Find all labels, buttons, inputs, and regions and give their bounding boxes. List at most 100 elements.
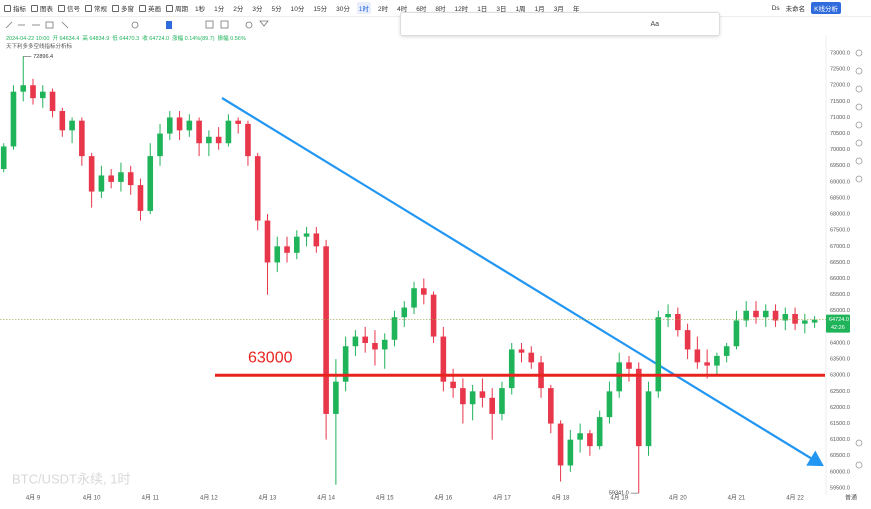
period[interactable]: 2时 <box>377 6 389 13</box>
candle-body <box>147 156 154 211</box>
y-tick-label: 61000.0 <box>830 437 850 443</box>
y-tick-label: 69000.0 <box>830 179 850 185</box>
menu-label: 信号 <box>67 6 80 13</box>
menu-item[interactable]: 多窗 <box>112 3 134 13</box>
candle-body <box>196 120 202 144</box>
period[interactable]: 3分 <box>252 6 263 13</box>
period[interactable]: 10分 <box>290 6 305 13</box>
info-item: 高 64834.9 <box>82 36 110 42</box>
period[interactable]: 3日 <box>496 6 507 13</box>
period[interactable]: 3月 <box>553 6 564 13</box>
period[interactable]: 1时 <box>356 2 371 14</box>
period[interactable]: 1日 <box>477 6 488 13</box>
candle-body <box>323 246 329 414</box>
text-tool[interactable]: Aa <box>650 20 659 28</box>
info-item: 收 64724.0 <box>142 36 170 42</box>
y-tick-label: 71000.0 <box>830 115 850 121</box>
y-tick-label: 62000.0 <box>830 405 850 411</box>
candle-body <box>616 362 623 392</box>
menu-item[interactable]: 信号 <box>58 3 80 13</box>
candle-body <box>166 117 173 134</box>
candle-body <box>450 381 456 389</box>
menu-item[interactable]: 指标 <box>4 3 26 13</box>
menu-label: 周期 <box>175 6 188 13</box>
watermark: BTC/USDT永续, 1时 <box>12 471 130 486</box>
candle-body <box>401 307 408 318</box>
candle-body <box>499 388 505 414</box>
menu-label: 指标 <box>13 6 26 13</box>
x-tick-label: 4月 18 <box>552 495 570 502</box>
x-tick-label: 4月 10 <box>83 495 101 502</box>
candle-body <box>303 233 310 237</box>
toolbar-button[interactable]: K线分析 <box>811 2 841 14</box>
candle-body <box>206 136 212 144</box>
period[interactable]: 30分 <box>336 6 350 13</box>
toolbar-button[interactable]: Ds <box>771 4 780 12</box>
drawing-toolbar: Aa <box>400 12 720 36</box>
x-tick-label: 4月 13 <box>259 495 277 502</box>
candle-body <box>313 233 320 247</box>
y-tick-label: 71500.0 <box>830 99 850 105</box>
candle-body <box>753 310 759 318</box>
trend-line <box>221 97 824 467</box>
horizontal-line-label: 63000 <box>248 349 293 366</box>
period[interactable]: 6时 <box>416 6 427 13</box>
menu-label: 常规 <box>94 6 107 13</box>
candle-body <box>665 314 671 318</box>
candle-body <box>30 85 36 99</box>
toolbar-button[interactable]: 未命名 <box>785 6 806 13</box>
candle-body <box>714 355 720 366</box>
candle-body <box>88 156 95 192</box>
y-tick-label: 73000.0 <box>830 50 850 56</box>
x-tick-label: 4月 12 <box>200 495 218 502</box>
candle-body <box>225 120 232 144</box>
period[interactable]: 年 <box>572 6 580 13</box>
period[interactable]: 1秒 <box>195 6 206 13</box>
candle-body <box>421 288 427 295</box>
y-tick-label: 66000.0 <box>830 276 850 282</box>
candle-body <box>802 320 808 324</box>
period[interactable]: 1分 <box>214 6 225 13</box>
period[interactable]: 1月 <box>534 6 545 13</box>
candle-body <box>479 391 486 398</box>
menu-item[interactable]: 图表 <box>31 3 53 13</box>
info-item: 开 64634.4 <box>52 36 80 42</box>
period[interactable]: 12时 <box>454 6 469 13</box>
candle-body <box>782 314 789 321</box>
candle-body <box>567 439 574 466</box>
last-price-label: 64724.0 <box>829 317 849 323</box>
y-tick-label: 68000.0 <box>830 212 850 218</box>
y-tick-label: 62500.0 <box>830 389 850 395</box>
candle-body <box>440 336 447 382</box>
y-tick-label: 66500.0 <box>830 260 850 266</box>
candle-body <box>675 314 681 331</box>
x-tick-label: 4月 20 <box>669 495 687 502</box>
menu-item[interactable]: 常规 <box>85 3 107 13</box>
info-item: 低 64470.3 <box>112 36 140 42</box>
period[interactable]: 4时 <box>397 6 408 13</box>
period[interactable]: 1周 <box>515 6 526 13</box>
period[interactable]: 8时 <box>435 6 446 13</box>
candle-body <box>10 91 17 147</box>
period[interactable]: 5分 <box>271 6 282 13</box>
indicator-name: 天下利多多空线指标分析标 <box>6 44 73 50</box>
menu-item[interactable]: 英画 <box>139 3 161 13</box>
y-tick-label: 69500.0 <box>830 163 850 169</box>
candle-body <box>274 246 281 263</box>
y-tick-label: 68500.0 <box>830 195 850 201</box>
extreme-label: 59341.0 <box>609 491 629 497</box>
period[interactable]: 15分 <box>313 6 328 13</box>
menu-item[interactable]: 周期 <box>166 3 188 13</box>
candle-body <box>694 349 701 363</box>
candle-body <box>20 85 27 92</box>
candle-body <box>411 288 417 308</box>
x-tick-label: 4月 16 <box>435 495 453 502</box>
right-icons <box>855 49 863 469</box>
period[interactable]: 2分 <box>233 6 244 13</box>
candle-body <box>606 391 613 418</box>
candle-body <box>118 172 124 182</box>
menu-icon <box>166 4 173 12</box>
candle-body <box>49 91 56 112</box>
menu-icon <box>85 4 92 12</box>
menu-icon <box>139 4 146 12</box>
